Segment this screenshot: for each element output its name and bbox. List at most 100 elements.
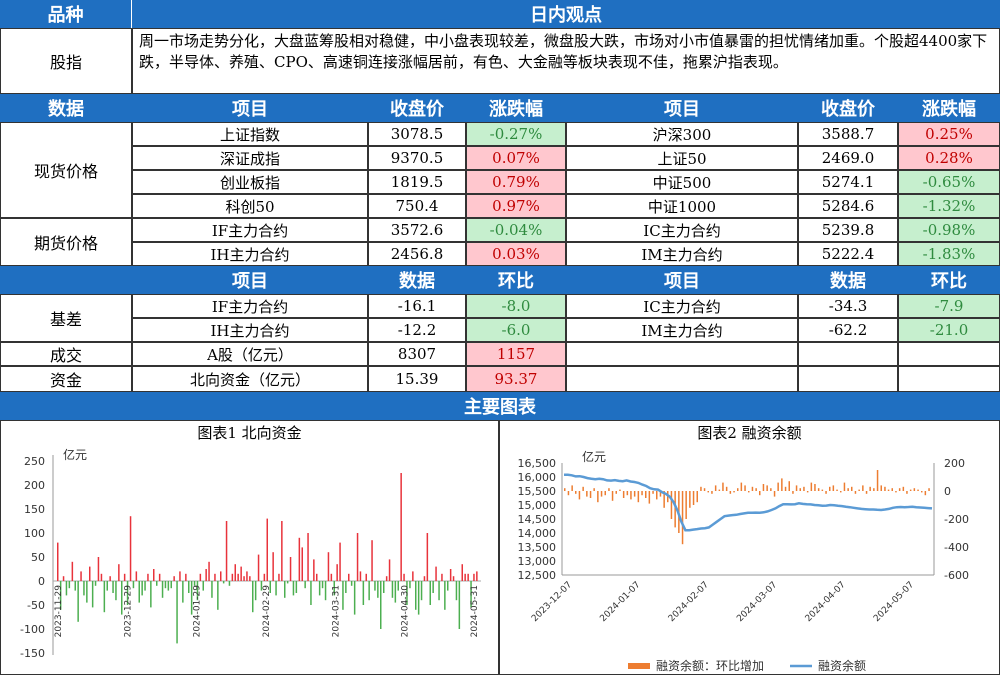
chart2-bar bbox=[810, 482, 813, 491]
chart1-bar bbox=[403, 573, 405, 581]
chart2-bar bbox=[619, 489, 621, 491]
chart2-bar bbox=[781, 478, 783, 491]
chart1-bar bbox=[129, 516, 132, 581]
chart2-bar bbox=[902, 486, 905, 491]
futures-row-name-2: IC主力合约 bbox=[566, 218, 798, 242]
chart2-left-tick-label: 16,500 bbox=[518, 457, 557, 470]
chart1-bar bbox=[400, 473, 402, 581]
funds-label: 资金 bbox=[0, 366, 132, 392]
chart2-bar bbox=[725, 486, 728, 491]
basis-header-item-2: 项目 bbox=[566, 266, 798, 294]
chart1-bar bbox=[473, 573, 475, 581]
chart2-bar bbox=[784, 486, 787, 491]
chart1-y-tick-label: 150 bbox=[24, 503, 45, 516]
chart1-bar bbox=[458, 581, 461, 629]
chart2-bar bbox=[814, 484, 816, 491]
spot-row-change-2: 0.28% bbox=[898, 146, 1000, 170]
chart2-bar bbox=[792, 491, 794, 494]
chart1-bar bbox=[141, 581, 143, 596]
chart1-bar bbox=[423, 576, 426, 581]
chart2-bar bbox=[744, 485, 746, 491]
chart2-bar bbox=[891, 488, 893, 491]
chart1-bar bbox=[374, 581, 376, 591]
chart1-bar bbox=[307, 533, 309, 581]
chart2-bar bbox=[917, 489, 919, 491]
chart2-bar bbox=[593, 488, 595, 491]
chart2-bar bbox=[876, 470, 879, 491]
basis-row-value-1: -12.2 bbox=[368, 318, 466, 342]
chart1-bar bbox=[286, 581, 289, 584]
chart1-bar bbox=[269, 581, 271, 593]
chart1-bar bbox=[185, 573, 187, 581]
chart1-title: 图表1 北向资金 bbox=[197, 423, 302, 442]
chart2-bar bbox=[729, 491, 732, 494]
chart1-bar bbox=[284, 581, 286, 598]
chart2-bar bbox=[578, 491, 581, 500]
chart1-bar bbox=[339, 542, 341, 581]
chart1-bar bbox=[170, 581, 172, 589]
chart2-bar bbox=[586, 491, 588, 497]
chart1-bar bbox=[144, 581, 146, 591]
chart1-panel: 图表1 北向资金 250 200 150 100 50 0 -50 -100 -150 亿元 202… bbox=[0, 420, 499, 675]
chart1-y-tick-label: -100 bbox=[20, 623, 45, 636]
chart1-bar bbox=[333, 581, 335, 596]
chart1-bar bbox=[57, 542, 59, 581]
chart2-bar bbox=[674, 491, 676, 528]
chart1-bar bbox=[153, 569, 155, 581]
basis-row-name-1: IF主力合约 bbox=[132, 294, 368, 318]
chart1-bar bbox=[68, 581, 71, 589]
chart2-bar bbox=[832, 485, 835, 491]
spot-row-value-1: 9370.5 bbox=[368, 146, 466, 170]
chart1-bar bbox=[225, 521, 228, 581]
chart1-bar bbox=[252, 581, 254, 613]
chart1-bar bbox=[118, 564, 120, 581]
chart1-bar bbox=[176, 581, 178, 644]
chart2-bar bbox=[799, 488, 801, 491]
chart1-bar bbox=[260, 581, 263, 591]
chart2-bar bbox=[685, 491, 687, 519]
chart1-bar bbox=[444, 581, 446, 610]
chart2-left-tick-label: 14,500 bbox=[518, 513, 557, 526]
volume-empty-2 bbox=[798, 342, 898, 366]
chart2-bar bbox=[928, 488, 930, 491]
spot-row-name-1: 科创50 bbox=[132, 194, 368, 218]
volume-empty-1 bbox=[566, 342, 798, 366]
funds-empty-2 bbox=[798, 366, 898, 392]
chart1-bar bbox=[467, 573, 469, 581]
chart2-bar bbox=[906, 491, 908, 494]
basis-label: 基差 bbox=[0, 294, 132, 342]
price-header-change-1: 涨跌幅 bbox=[466, 94, 566, 122]
chart2-bar bbox=[722, 482, 724, 491]
chart1-bar bbox=[77, 581, 79, 622]
chart2-right-tick-label: -600 bbox=[944, 569, 969, 582]
chart1-bar bbox=[86, 581, 88, 603]
charts-section-header: 主要图表 bbox=[0, 392, 1000, 420]
chart2-left-tick-label: 13,500 bbox=[518, 541, 557, 554]
chart1-bar bbox=[222, 581, 225, 584]
basis-header-data-1: 数据 bbox=[368, 266, 466, 294]
chart1-bar bbox=[385, 576, 388, 581]
chart1-bar bbox=[298, 537, 301, 581]
chart2-bar bbox=[803, 486, 805, 491]
chart2-y-unit-label: 亿元 bbox=[582, 449, 606, 464]
chart2-x-tick-label: 2023-12-07 bbox=[530, 580, 574, 624]
chart1-bar bbox=[217, 581, 219, 610]
chart2-left-tick-label: 15,500 bbox=[518, 485, 557, 498]
chart1-bar bbox=[380, 581, 382, 629]
basis-row-name-2: IC主力合约 bbox=[566, 294, 798, 318]
spot-row-value-1: 3078.5 bbox=[368, 122, 466, 146]
chart2-left-tick-label: 16,000 bbox=[518, 471, 557, 484]
chart2-bar bbox=[656, 491, 658, 500]
chart1-bar bbox=[138, 581, 140, 603]
chart1-bar bbox=[324, 581, 327, 601]
chart2-bar bbox=[773, 491, 776, 497]
chart2-bar bbox=[648, 491, 651, 504]
spot-row-name-1: 上证指数 bbox=[132, 122, 368, 146]
chart1-bar bbox=[182, 581, 184, 603]
chart2-bar bbox=[788, 481, 790, 491]
chart1-bar bbox=[342, 581, 344, 610]
chart1-bar bbox=[272, 552, 274, 581]
header-variety: 品种 bbox=[0, 0, 132, 28]
chart1-bar bbox=[365, 573, 367, 581]
volume-label: 成交 bbox=[0, 342, 132, 366]
